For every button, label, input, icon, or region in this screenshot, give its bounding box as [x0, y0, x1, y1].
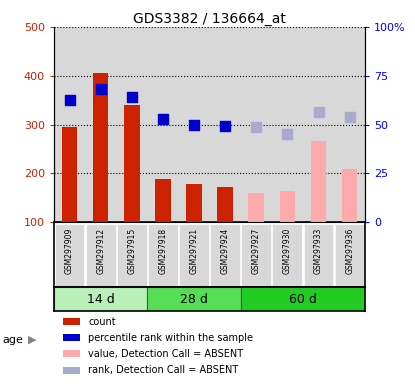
Point	[315, 109, 322, 116]
Text: 14 d: 14 d	[87, 293, 115, 306]
FancyBboxPatch shape	[179, 223, 209, 286]
Bar	[62, 127, 77, 222]
Bar	[217, 187, 233, 222]
Bar	[303, 27, 334, 222]
FancyBboxPatch shape	[86, 223, 115, 286]
Bar	[241, 287, 365, 311]
Bar	[155, 179, 171, 222]
Text: GSM297924: GSM297924	[221, 227, 229, 274]
Text: GSM297930: GSM297930	[283, 227, 292, 274]
Point	[129, 94, 135, 100]
Bar	[311, 141, 326, 222]
Text: GSM297927: GSM297927	[252, 227, 261, 274]
FancyBboxPatch shape	[210, 223, 240, 286]
Text: value, Detection Call = ABSENT: value, Detection Call = ABSENT	[88, 349, 243, 359]
FancyBboxPatch shape	[273, 223, 302, 286]
Point	[284, 131, 290, 137]
Bar	[63, 351, 81, 357]
FancyBboxPatch shape	[148, 223, 178, 286]
FancyBboxPatch shape	[335, 223, 365, 286]
Bar	[63, 367, 81, 374]
Text: 60 d: 60 d	[289, 293, 317, 306]
Bar	[63, 318, 81, 325]
Bar	[63, 334, 81, 341]
Bar	[93, 73, 108, 222]
Text: GSM297936: GSM297936	[345, 227, 354, 274]
Point	[66, 97, 73, 103]
Bar	[54, 27, 85, 222]
Point	[97, 86, 104, 93]
Bar	[116, 27, 147, 222]
Text: age: age	[2, 335, 23, 345]
Text: GSM297933: GSM297933	[314, 227, 323, 274]
Point	[346, 114, 353, 120]
Text: GSM297909: GSM297909	[65, 227, 74, 274]
Bar	[280, 192, 295, 222]
FancyBboxPatch shape	[117, 223, 147, 286]
Bar	[124, 105, 139, 222]
Text: 28 d: 28 d	[180, 293, 208, 306]
FancyBboxPatch shape	[304, 223, 334, 286]
FancyBboxPatch shape	[242, 223, 271, 286]
Bar	[272, 27, 303, 222]
Point	[191, 122, 198, 128]
Point	[222, 122, 229, 129]
Bar	[186, 184, 202, 222]
Text: rank, Detection Call = ABSENT: rank, Detection Call = ABSENT	[88, 366, 239, 376]
Text: percentile rank within the sample: percentile rank within the sample	[88, 333, 253, 343]
Text: GSM297915: GSM297915	[127, 227, 136, 274]
Bar	[334, 27, 365, 222]
Bar	[342, 169, 357, 222]
Bar	[178, 27, 210, 222]
FancyBboxPatch shape	[55, 223, 85, 286]
Bar	[147, 287, 241, 311]
Text: count: count	[88, 317, 116, 327]
Point	[253, 124, 260, 130]
Title: GDS3382 / 136664_at: GDS3382 / 136664_at	[133, 12, 286, 26]
Text: GSM297921: GSM297921	[190, 227, 198, 273]
Bar	[54, 287, 147, 311]
Bar	[85, 27, 116, 222]
Bar	[241, 27, 272, 222]
Point	[160, 116, 166, 122]
Text: GSM297918: GSM297918	[159, 227, 167, 273]
Bar	[210, 27, 241, 222]
Bar	[147, 27, 178, 222]
Text: ▶: ▶	[28, 335, 37, 345]
Text: GSM297912: GSM297912	[96, 227, 105, 273]
Bar	[249, 193, 264, 222]
